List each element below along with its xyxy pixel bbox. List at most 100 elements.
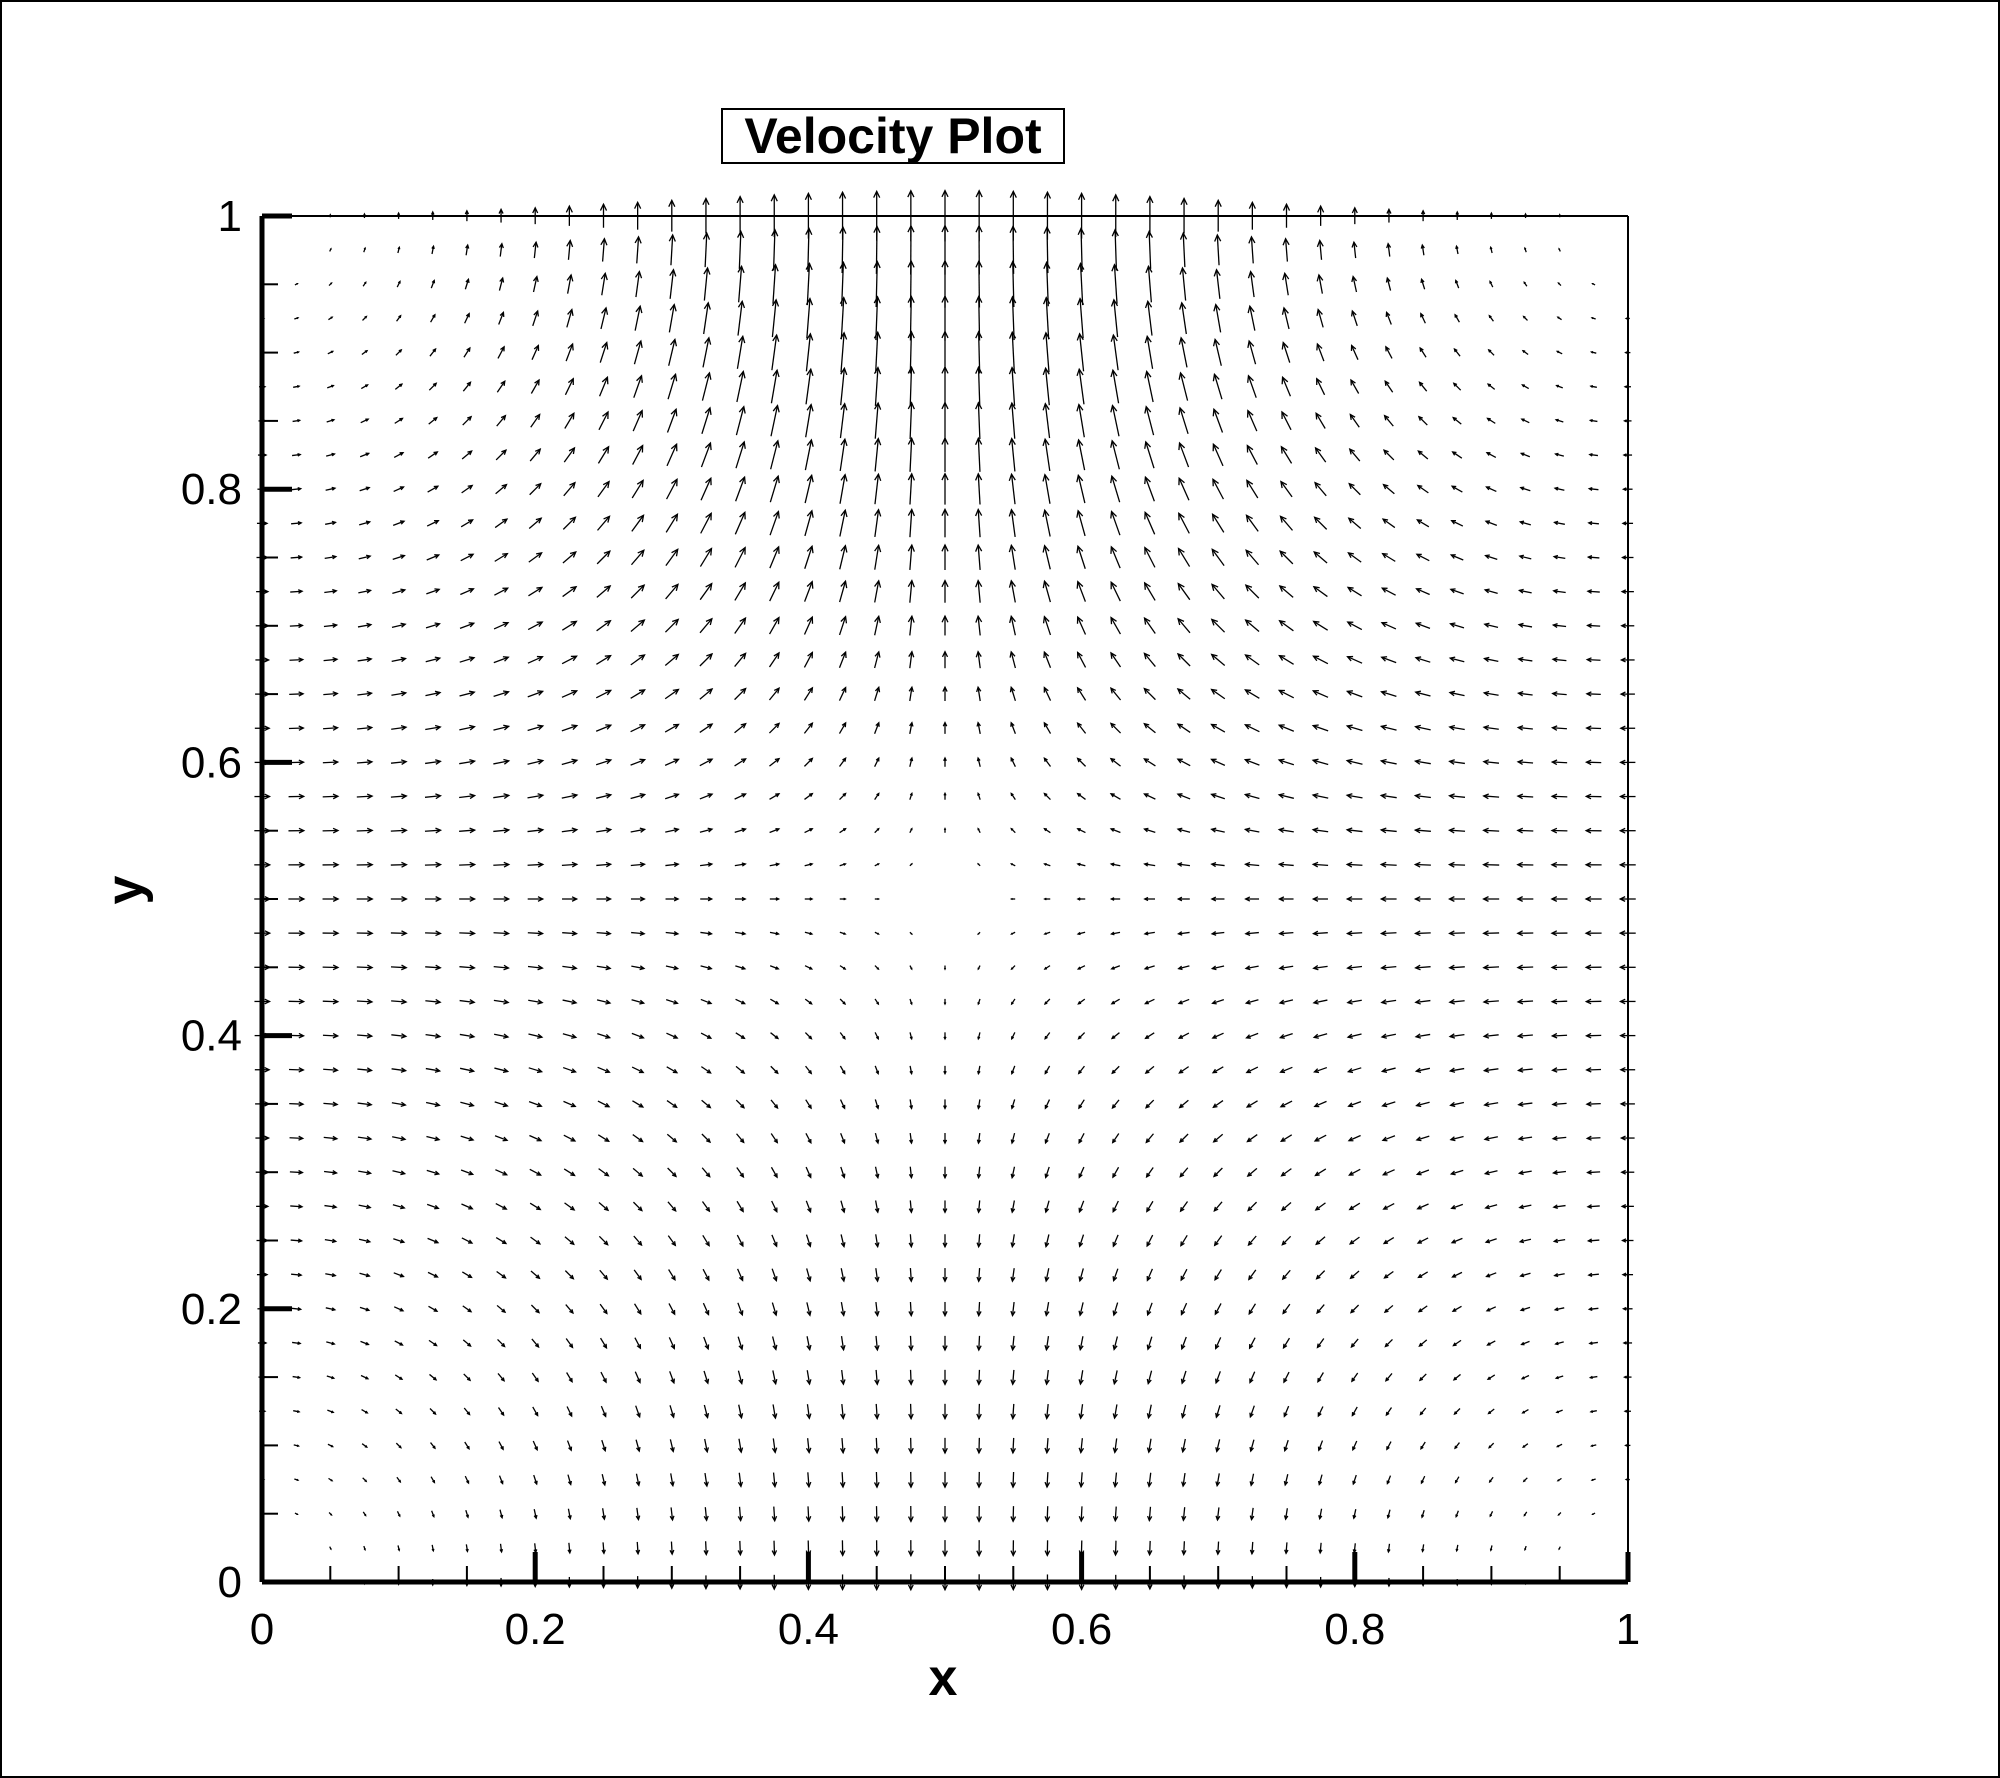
arrow-shaft [1146,1234,1154,1247]
velocity-arrow [1247,1201,1258,1212]
arrow-shaft [1421,244,1425,256]
arrow-shaft [1451,520,1464,527]
velocity-arrow [1488,314,1494,322]
velocity-arrow [1247,270,1256,298]
velocity-arrow [1076,473,1086,504]
arrow-shaft [839,403,846,439]
arrow-head [1555,1444,1560,1448]
arrow-head [1010,1413,1016,1421]
arrow-shaft [561,655,577,665]
chart-title: Velocity Plot [744,108,1042,164]
arrow-head [772,368,780,378]
arrow-shaft [459,691,475,697]
velocity-arrow [1313,1134,1327,1142]
arrow-head [805,1481,812,1489]
arrow-shaft [736,1167,744,1178]
arrow-shaft [1178,863,1191,867]
velocity-arrow [669,1405,675,1419]
arrow-head [1249,1481,1255,1487]
arrow-head [772,580,780,590]
velocity-arrow [1420,1475,1426,1485]
velocity-arrow [1279,1134,1293,1143]
arrow-shaft [323,1068,338,1071]
arrow-shaft [1553,1136,1567,1140]
arrow-head [264,657,271,663]
velocity-arrow [1518,554,1532,560]
velocity-arrow [839,792,847,801]
velocity-arrow [699,793,714,800]
arrow-head [1551,1101,1558,1107]
arrow-shaft [1011,403,1016,439]
arrow-head [942,1139,948,1145]
arrow-head [1210,793,1217,799]
arrow-head [605,758,613,765]
velocity-arrow [1552,1204,1566,1210]
velocity-arrow [1177,998,1190,1005]
arrow-head [976,685,982,693]
arrow-head [840,1242,846,1249]
arrow-head [467,1273,473,1279]
arrow-shaft [1177,618,1191,634]
velocity-arrow [1484,1238,1497,1244]
velocity-arrow [669,1473,675,1488]
arrow-shaft [427,485,439,493]
arrow-shaft [909,1369,912,1385]
arrow-shaft [1555,1307,1565,1311]
arrow-shaft [493,965,509,969]
arrow-shaft [768,652,780,668]
arrow-shaft [1552,692,1567,696]
arrow-head [775,931,780,936]
arrow-head [908,650,915,658]
arrow-head [568,1446,573,1452]
arrow-shaft [634,1337,641,1349]
velocity-arrow [1386,1509,1391,1520]
arrow-shaft [1483,966,1500,969]
arrow-head [1622,1341,1627,1345]
arrow-shaft [1045,297,1050,340]
arrow-shaft [704,233,708,268]
arrow-shaft [1043,651,1052,668]
arrow-shaft [1283,307,1290,330]
arrow-shaft [1319,1508,1323,1519]
arrow-head [703,1584,709,1591]
velocity-arrow [943,1032,947,1041]
velocity-arrow [874,614,881,636]
arrow-shaft [1044,1099,1051,1109]
arrow-head [1044,1310,1050,1317]
velocity-arrow [561,620,578,631]
velocity-arrow [1044,1506,1051,1523]
velocity-arrow [942,1369,948,1386]
arrow-head [431,244,435,250]
velocity-arrow [702,1234,710,1247]
arrow-head [1447,827,1455,834]
arrow-shaft [1216,1507,1220,1520]
arrow-head [503,793,511,800]
velocity-arrow [1551,1170,1567,1175]
arrow-shaft [527,621,543,631]
arrow-shaft [1182,1438,1186,1452]
arrow-shaft [1552,795,1568,798]
arrow-shaft [769,546,780,569]
velocity-arrow [1318,1542,1323,1555]
arrow-head [1312,999,1319,1005]
arrow-shaft [771,1234,778,1247]
arrow-shaft [1519,1204,1532,1209]
arrow-shaft [1179,407,1189,435]
arrow-head [1346,999,1353,1005]
velocity-arrow [493,827,511,834]
arrow-head [1181,1584,1187,1591]
arrow-head [1076,332,1084,341]
arrow-head [432,313,436,318]
velocity-arrow [1522,1477,1528,1483]
velocity-arrow [362,315,368,321]
arrow-head [840,650,847,659]
arrow-head [671,1206,677,1213]
arrow-head [1415,1102,1422,1108]
arrow-head [741,793,747,798]
arrow-shaft [1415,829,1431,832]
arrow-head [468,1067,476,1073]
arrow-shaft [562,586,577,598]
velocity-arrow [977,1065,981,1076]
arrow-head [738,440,746,449]
arrow-head [669,1549,675,1556]
